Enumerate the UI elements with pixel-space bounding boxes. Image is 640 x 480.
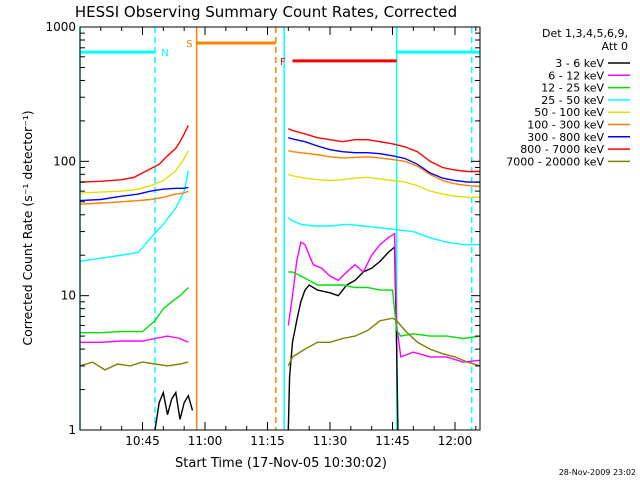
series-line-0-0 <box>154 390 194 431</box>
series-line-4-1 <box>288 173 480 199</box>
legend-label-8: 7000 - 20000 keV <box>506 155 604 168</box>
x-tick-label: 11:45 <box>375 434 410 448</box>
series-line-5-0 <box>79 190 189 205</box>
series-line-8-0 <box>79 361 189 371</box>
series-line-5-1 <box>288 150 481 188</box>
status-bar-label-1: S <box>186 39 192 50</box>
axes: 10:45 11:00 11:15 11:30 11:45 12:00 1 10 100 1000 <box>45 20 481 448</box>
y-tick-label: 10 <box>61 289 76 303</box>
series-line-7-0 <box>79 125 189 183</box>
legend-label-5: 100 - 300 keV <box>527 119 604 132</box>
x-tick-label: 11:00 <box>188 434 223 448</box>
series-line-3-0 <box>79 170 189 263</box>
legend-label-6: 300 - 800 keV <box>527 131 604 144</box>
series-line-8-1 <box>287 317 481 367</box>
legend-label-4: 50 - 100 keV <box>534 106 604 119</box>
y-tick-label: 1 <box>68 423 76 437</box>
legend-label-1: 6 - 12 keV <box>548 69 604 82</box>
y-axis-label: Corrected Count Rate (s⁻¹ detector⁻¹) <box>20 110 35 345</box>
series-line-4-0 <box>79 150 189 194</box>
legend-label-0: 3 - 6 keV <box>555 57 604 70</box>
legend-label-3: 25 - 50 keV <box>541 94 604 107</box>
legend-label-2: 12 - 25 keV <box>541 82 604 95</box>
series-line-1-1 <box>287 232 481 363</box>
series-line-6-1 <box>288 137 480 183</box>
legend-header-line-1: Det 1,3,4,5,6,9, <box>542 27 628 40</box>
x-axis-label: Start Time (17-Nov-05 10:30:02) <box>175 456 387 471</box>
series-line-2-1 <box>288 271 481 340</box>
footer-date: 28-Nov-2009 23:02 <box>559 468 636 477</box>
legend-label-7: 800 - 7000 keV <box>520 143 604 156</box>
series-line-3-1 <box>287 217 480 246</box>
y-tick-label: 100 <box>53 154 76 168</box>
x-tick-label: 10:45 <box>125 434 160 448</box>
series-line-6-0 <box>79 186 189 202</box>
series-line-1-0 <box>80 335 189 343</box>
x-tick-label: 11:15 <box>250 434 285 448</box>
legend-header-line-2: Att 0 <box>602 40 628 53</box>
series-line-7-1 <box>288 128 480 173</box>
x-tick-label: 11:30 <box>313 434 348 448</box>
y-tick-label: 1000 <box>45 20 76 34</box>
plot-frame <box>79 26 481 431</box>
series-line-2-0 <box>80 287 189 334</box>
plot-area: N S F <box>79 27 481 431</box>
chart-title: HESSI Observing Summary Count Rates, Cor… <box>75 3 457 21</box>
status-bar-label-2: F <box>280 57 286 68</box>
status-bar-label-0: N <box>161 48 168 59</box>
x-tick-label: 12:00 <box>438 434 473 448</box>
series-line-0-1 <box>287 245 399 431</box>
